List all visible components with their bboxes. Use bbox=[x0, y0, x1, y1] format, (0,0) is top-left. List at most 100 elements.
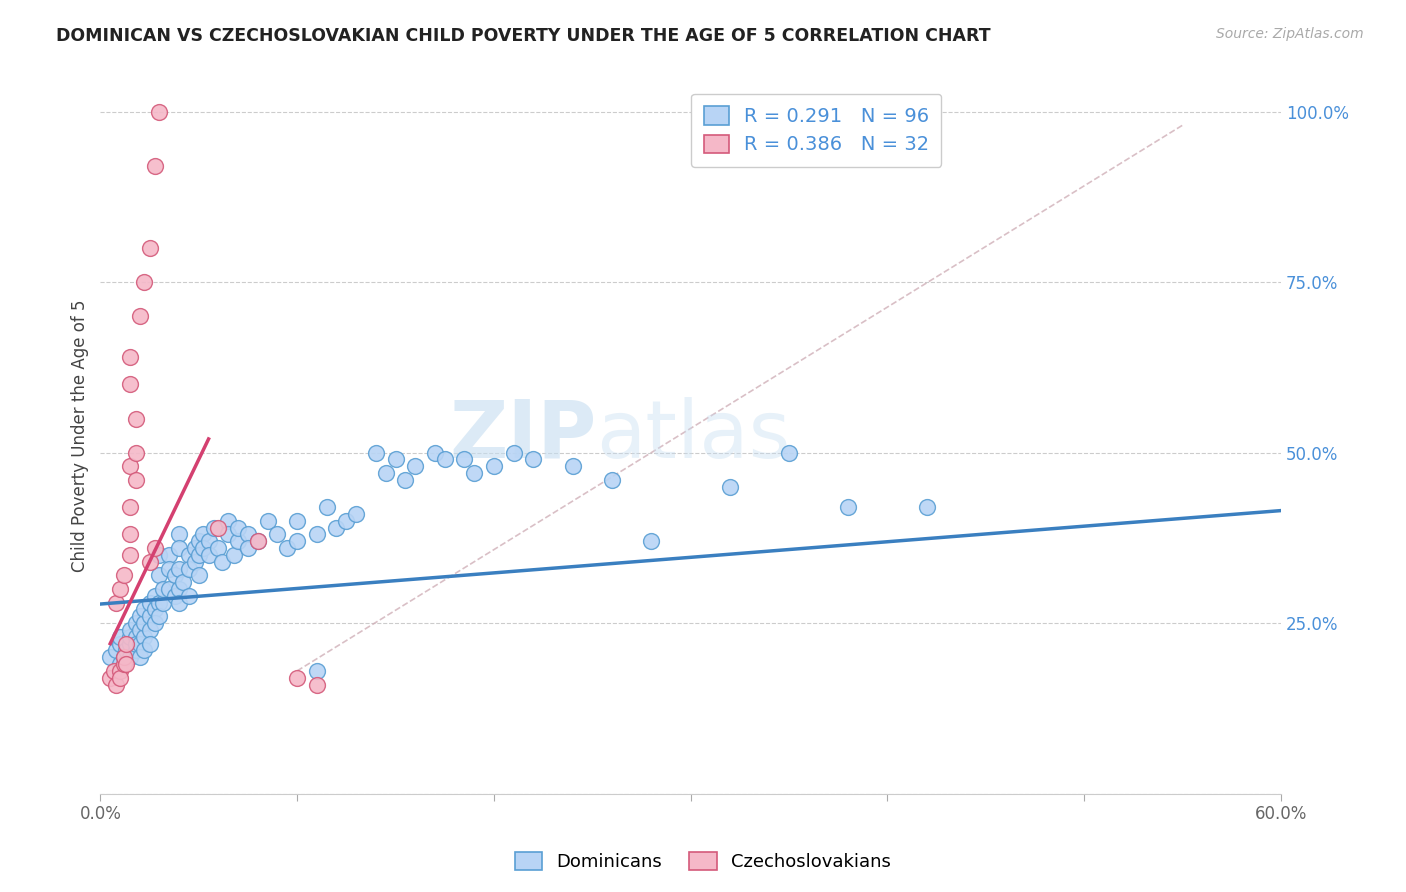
Point bbox=[157, 548, 180, 562]
Point bbox=[778, 445, 800, 459]
Legend: R = 0.291   N = 96, R = 0.386   N = 32: R = 0.291 N = 96, R = 0.386 N = 32 bbox=[692, 94, 942, 167]
Point bbox=[112, 568, 135, 582]
Point bbox=[128, 650, 150, 665]
Point bbox=[246, 534, 269, 549]
Point bbox=[177, 589, 200, 603]
Point bbox=[522, 452, 544, 467]
Point bbox=[285, 534, 308, 549]
Point bbox=[266, 527, 288, 541]
Point bbox=[305, 677, 328, 691]
Point bbox=[108, 637, 131, 651]
Point bbox=[191, 541, 214, 555]
Point bbox=[145, 541, 167, 555]
Point bbox=[152, 582, 174, 596]
Point bbox=[125, 473, 148, 487]
Point bbox=[364, 445, 387, 459]
Point bbox=[118, 650, 141, 665]
Point bbox=[285, 671, 308, 685]
Point bbox=[600, 473, 623, 487]
Point bbox=[204, 521, 226, 535]
Point bbox=[118, 459, 141, 474]
Text: ZIP: ZIP bbox=[449, 397, 596, 475]
Point bbox=[502, 445, 524, 459]
Point bbox=[118, 377, 141, 392]
Point bbox=[138, 637, 160, 651]
Point bbox=[482, 459, 505, 474]
Point bbox=[105, 677, 128, 691]
Point bbox=[108, 657, 131, 671]
Point bbox=[125, 637, 148, 651]
Point bbox=[285, 514, 308, 528]
Point bbox=[148, 609, 170, 624]
Point bbox=[394, 473, 416, 487]
Point bbox=[325, 521, 347, 535]
Point bbox=[167, 541, 190, 555]
Point bbox=[463, 466, 485, 480]
Legend: Dominicans, Czechoslovakians: Dominicans, Czechoslovakians bbox=[508, 845, 898, 879]
Point bbox=[404, 459, 426, 474]
Point bbox=[105, 643, 128, 657]
Point bbox=[167, 527, 190, 541]
Text: Source: ZipAtlas.com: Source: ZipAtlas.com bbox=[1216, 27, 1364, 41]
Point bbox=[105, 596, 128, 610]
Point bbox=[148, 596, 170, 610]
Point bbox=[384, 452, 406, 467]
Point bbox=[145, 589, 167, 603]
Point bbox=[115, 643, 138, 657]
Point bbox=[108, 671, 131, 685]
Point bbox=[197, 548, 219, 562]
Point bbox=[433, 452, 456, 467]
Point bbox=[211, 555, 233, 569]
Point bbox=[915, 500, 938, 515]
Point bbox=[184, 555, 207, 569]
Point bbox=[217, 514, 239, 528]
Point bbox=[108, 664, 131, 678]
Point bbox=[423, 445, 446, 459]
Point bbox=[98, 671, 121, 685]
Point bbox=[276, 541, 298, 555]
Point bbox=[226, 521, 249, 535]
Point bbox=[138, 241, 160, 255]
Point bbox=[305, 664, 328, 678]
Point bbox=[224, 548, 246, 562]
Point bbox=[145, 602, 167, 616]
Point bbox=[207, 521, 229, 535]
Point bbox=[118, 527, 141, 541]
Point bbox=[561, 459, 583, 474]
Point bbox=[128, 623, 150, 637]
Point bbox=[187, 534, 209, 549]
Point bbox=[187, 568, 209, 582]
Point bbox=[132, 616, 155, 631]
Point bbox=[108, 630, 131, 644]
Point bbox=[125, 411, 148, 425]
Point bbox=[98, 650, 121, 665]
Point bbox=[148, 104, 170, 119]
Point bbox=[453, 452, 475, 467]
Point bbox=[165, 589, 187, 603]
Point bbox=[112, 650, 135, 665]
Point bbox=[148, 568, 170, 582]
Point bbox=[256, 514, 278, 528]
Point bbox=[145, 159, 167, 173]
Point bbox=[118, 637, 141, 651]
Point bbox=[128, 637, 150, 651]
Point bbox=[374, 466, 396, 480]
Point bbox=[191, 527, 214, 541]
Point bbox=[125, 643, 148, 657]
Text: DOMINICAN VS CZECHOSLOVAKIAN CHILD POVERTY UNDER THE AGE OF 5 CORRELATION CHART: DOMINICAN VS CZECHOSLOVAKIAN CHILD POVER… bbox=[56, 27, 991, 45]
Point bbox=[118, 350, 141, 364]
Point bbox=[197, 534, 219, 549]
Point bbox=[115, 637, 138, 651]
Point bbox=[138, 555, 160, 569]
Point bbox=[115, 657, 138, 671]
Point bbox=[108, 582, 131, 596]
Point bbox=[207, 541, 229, 555]
Point bbox=[640, 534, 662, 549]
Point bbox=[315, 500, 337, 515]
Point bbox=[103, 664, 125, 678]
Point bbox=[112, 650, 135, 665]
Point bbox=[157, 561, 180, 575]
Y-axis label: Child Poverty Under the Age of 5: Child Poverty Under the Age of 5 bbox=[72, 300, 89, 572]
Point bbox=[246, 534, 269, 549]
Text: atlas: atlas bbox=[596, 397, 790, 475]
